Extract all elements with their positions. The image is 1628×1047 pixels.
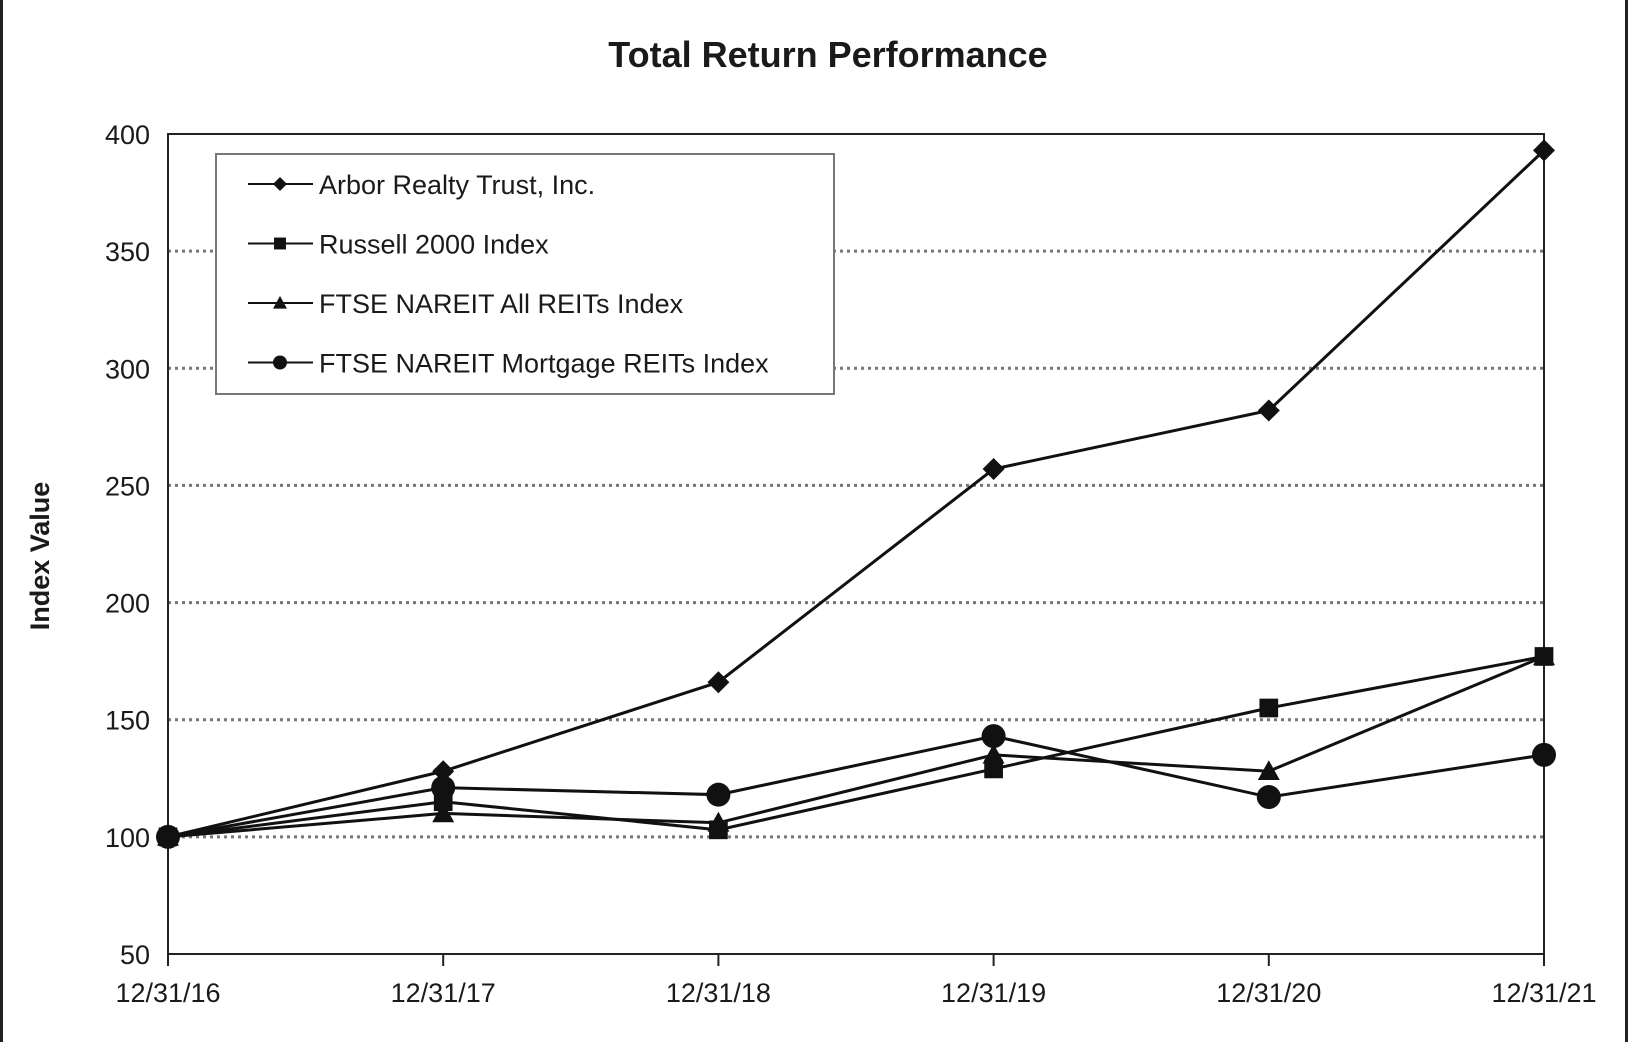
data-point xyxy=(706,782,731,807)
y-tick-label: 200 xyxy=(105,589,150,619)
series-arbor-realty-trust-inc xyxy=(167,149,1546,839)
legend-item: Russell 2000 Index xyxy=(248,230,549,260)
line-chart: Total Return Performance Index Value 50 1… xyxy=(25,34,1597,1008)
data-point xyxy=(1532,742,1556,767)
axes: 50 100 150 200 250 300 350 400 12/31/16 12/31/17 1… xyxy=(105,120,1597,1008)
legend-item: FTSE NAREIT Mortgage REITs Index xyxy=(248,349,769,379)
series-layer xyxy=(156,139,1556,849)
x-tick-label: 12/31/21 xyxy=(1491,978,1596,1008)
y-axis-label: Index Value xyxy=(25,482,55,631)
legend-marker xyxy=(273,355,287,370)
legend-marker xyxy=(273,177,287,191)
data-point xyxy=(432,802,455,823)
series-russell-2000-index xyxy=(167,654,1545,839)
series-line xyxy=(167,655,1545,839)
data-point xyxy=(982,743,1005,764)
legend: Arbor Realty Trust, Inc. Russell 2000 Ind… xyxy=(215,153,835,395)
x-tick-label: 12/31/20 xyxy=(1216,978,1321,1008)
x-tick-label: 12/31/18 xyxy=(666,978,771,1008)
y-tick-label: 50 xyxy=(120,940,150,970)
data-point xyxy=(432,760,455,783)
legend-label: Arbor Realty Trust, Inc. xyxy=(319,170,595,200)
legend-label: Russell 2000 Index xyxy=(319,230,549,260)
series-markers-ftse-nareit-mortgage-reits-index xyxy=(156,724,1556,849)
x-tick-label: 12/31/19 xyxy=(941,978,1046,1008)
legend-label: FTSE NAREIT Mortgage REITs Index xyxy=(319,349,769,379)
legend-label: FTSE NAREIT All REITs Index xyxy=(319,289,684,319)
y-tick-label: 250 xyxy=(105,471,150,501)
chart-title: Total Return Performance xyxy=(608,34,1047,75)
data-point xyxy=(1257,399,1280,422)
legend-item: FTSE NAREIT All REITs Index xyxy=(248,289,684,319)
y-tick-label: 300 xyxy=(105,354,150,384)
data-point xyxy=(1256,785,1281,810)
data-point xyxy=(1257,760,1280,781)
series-ftse-nareit-mortgage-reits-index xyxy=(167,734,1545,839)
legend-box xyxy=(215,153,835,395)
legend-marker xyxy=(274,237,286,250)
data-point xyxy=(1259,698,1279,718)
x-tick-label: 12/31/17 xyxy=(391,978,496,1008)
data-point xyxy=(981,724,1006,749)
series-markers-ftse-nareit-all-reits-index xyxy=(157,645,1555,846)
x-tick-label: 12/31/16 xyxy=(115,978,220,1008)
series-ftse-nareit-all-reits-index xyxy=(167,655,1545,839)
legend-marker xyxy=(273,296,287,309)
grid-lines xyxy=(168,249,1544,839)
data-point xyxy=(156,824,180,849)
y-tick-label: 350 xyxy=(105,237,150,267)
series-line xyxy=(167,654,1545,839)
data-point xyxy=(984,759,1003,779)
y-tick-label: 100 xyxy=(105,823,150,853)
legend-item: Arbor Realty Trust, Inc. xyxy=(248,170,595,200)
y-tick-label: 400 xyxy=(105,120,150,150)
data-point xyxy=(1533,645,1555,666)
series-markers-russell-2000-index xyxy=(158,647,1554,847)
data-point xyxy=(431,775,456,800)
data-point xyxy=(982,458,1005,481)
y-tick-label: 150 xyxy=(105,706,150,736)
plot-area-border xyxy=(167,133,1545,955)
series-line xyxy=(167,734,1545,839)
data-point xyxy=(1533,139,1555,162)
data-point xyxy=(707,671,730,694)
data-point xyxy=(707,811,730,832)
series-line xyxy=(167,149,1546,839)
